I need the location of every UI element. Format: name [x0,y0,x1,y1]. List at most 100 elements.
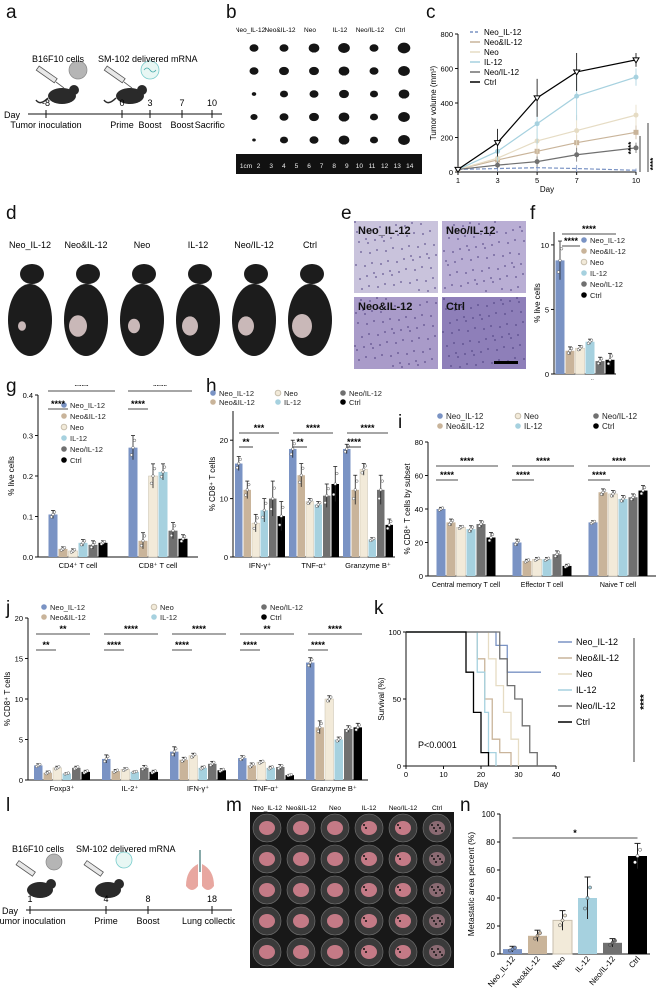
data-point [153,769,157,773]
metastasis-dot [399,827,401,829]
nucleus-dot [448,237,450,239]
nucleus-dot [499,278,501,280]
metastasis-dot [363,855,365,857]
significance-label: **** [131,399,146,409]
histology-tile [354,221,438,293]
nucleus-dot [418,337,420,339]
data-point [477,524,481,528]
significance-label: **** [328,624,343,634]
lung-sample [429,883,445,897]
nucleus-dot [508,333,510,335]
timeline-tick-label: 18 [207,894,217,904]
data-point [538,931,542,935]
nucleus-dot [476,283,478,285]
significance-label: **** [592,470,607,480]
nucleus-dot [406,235,408,237]
bar-Ctrl [562,565,572,576]
timeline-event-label: Prime [94,916,118,926]
data-point [169,533,173,538]
data-point [49,515,53,519]
nucleus-dot [505,232,507,234]
metastasis-dot [397,886,399,888]
nucleus-dot [415,360,417,362]
data-point [47,770,51,774]
bar-IL-12 [466,529,476,576]
y-tick-label: 20 [486,922,495,931]
data-point [517,538,521,543]
data-point [469,527,473,531]
nucleus-dot [375,276,377,278]
syringe-icon [83,860,104,877]
nucleus-dot [432,277,434,279]
metastasis-dot [435,861,437,863]
data-point [173,524,177,528]
bar-Neo [52,767,62,781]
x-tick-label: 30 [514,770,522,779]
tumor-site [182,316,198,336]
significance-label: **** [440,470,455,480]
nucleus-dot [366,275,368,277]
data-point [467,529,471,533]
data-point [632,57,640,64]
marker-chart: 0 5 10 15 20 % CD8⁺ T cells Foxp3⁺ IL-2⁺ IFN-γ⁺ T… [3,603,368,793]
y-axis-label: Survival (%) [377,677,386,720]
data-point [387,523,391,527]
data-point [600,357,604,361]
tumor-site [69,315,87,337]
legend-marker-Neo [60,423,68,431]
tumor-sample [338,43,350,53]
data-point [83,539,87,543]
cell-cluster-icon [68,60,88,80]
data-point [479,522,483,526]
data-point [66,771,70,775]
legend-marker-IL-12 [515,423,521,429]
metastasis-dot [363,824,365,826]
nucleus-dot [380,311,382,313]
data-point [491,532,495,537]
lung-sample [293,883,309,897]
bar-Neo/IL-12 [595,361,605,374]
nucleus-dot [398,271,400,273]
lung-sample [361,883,377,897]
significance-label: *** [254,423,265,433]
data-point [621,497,625,501]
nucleus-dot [400,329,402,331]
data-point [633,112,639,118]
photo-column-label: Neo&IL-12 [285,805,316,812]
nucleus-dot [494,221,496,223]
nucleus-dot [486,257,488,259]
bar-Neo/IL-12 [552,554,562,576]
nucleus-dot [460,285,462,287]
bar-Ctrl [285,775,294,780]
nucleus-dot [361,336,363,338]
data-point [326,699,330,703]
nucleus-dot [474,279,476,281]
syringe-icon [103,65,133,89]
ruler-label: 9 [345,163,349,170]
nucleus-dot [522,321,524,323]
data-point [441,506,445,510]
legend-label: Neo/IL-12 [576,701,616,711]
nucleus-dot [483,328,485,330]
legend-label: Neo/IL-12 [590,280,623,289]
lung-icon [186,850,214,890]
metastasis-dot [397,824,399,826]
lung-sample [395,945,411,959]
legend-marker-IL-12 [61,435,67,441]
histology-label: Ctrl [446,301,465,313]
nucleus-dot [464,235,466,237]
nucleus-dot [461,306,463,308]
significance-label: **** [639,694,650,710]
timeline-tick-label: 4 [103,894,108,904]
nucleus-dot [484,247,486,249]
legend-marker-Neo/IL-12 [340,390,346,396]
bar-Neo/IL-12 [628,497,638,576]
metastasis-dot [399,951,401,953]
significance-label: ** [59,624,67,634]
nucleus-dot [509,300,511,302]
data-point [151,474,155,478]
tumor-sample [309,136,319,144]
tumor-sample [397,42,411,54]
category-label: IL-2⁺ [122,784,139,793]
mrna-icon [115,851,133,869]
